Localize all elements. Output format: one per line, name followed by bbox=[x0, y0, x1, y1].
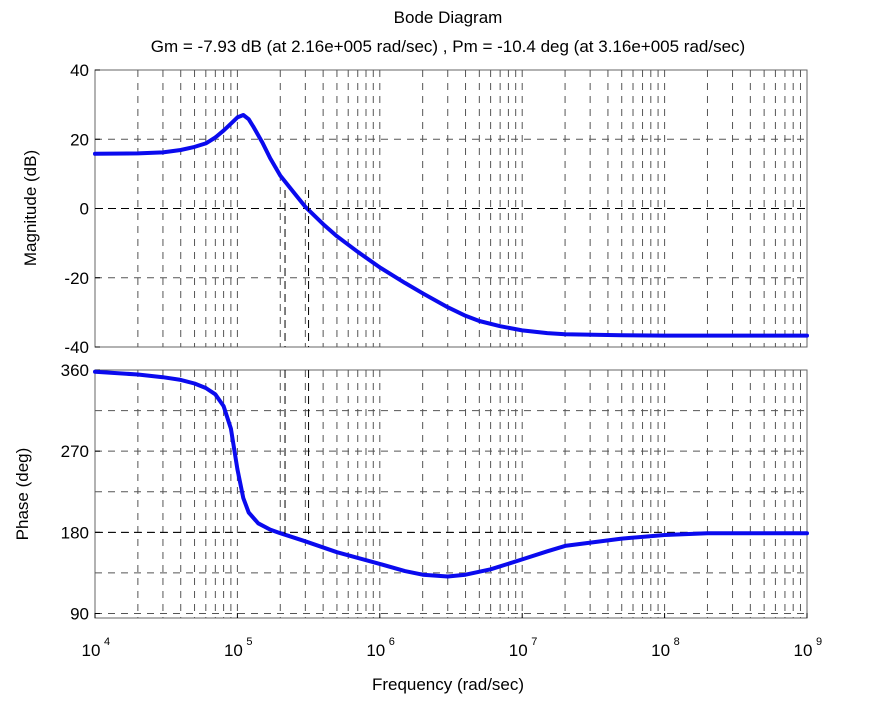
x-tick-exponent: 8 bbox=[674, 636, 680, 648]
y-tick-label: 20 bbox=[70, 130, 89, 149]
x-tick-exponent: 9 bbox=[816, 636, 822, 648]
frequency-tick-labels: 10 4 10 5 10 6 10 7 10 8 10 9 bbox=[82, 613, 822, 660]
x-tick-exponent: 4 bbox=[104, 636, 110, 648]
series-line bbox=[93, 369, 809, 579]
phase-series bbox=[93, 369, 809, 579]
y-tick-label: 270 bbox=[61, 442, 89, 461]
x-tick-exponent: 6 bbox=[389, 636, 395, 648]
phase-panel: 90 180 270 360 Phase (deg) bbox=[13, 361, 809, 623]
y-tick-label: -20 bbox=[64, 269, 89, 288]
phase-plot-frame bbox=[94, 369, 808, 619]
x-tick-exponent: 7 bbox=[531, 636, 537, 648]
magnitude-axis-label: Magnitude (dB) bbox=[21, 150, 40, 266]
y-tick-label: 180 bbox=[61, 523, 89, 542]
margin-marker-lines bbox=[284, 190, 310, 535]
x-tick-label: 10 bbox=[509, 641, 528, 660]
x-tick-label: 10 bbox=[366, 641, 385, 660]
chart-subtitle: Gm = -7.93 dB (at 2.16e+005 rad/sec) , P… bbox=[151, 37, 745, 56]
phase-y-ticks: 90 180 270 360 bbox=[61, 361, 100, 623]
phase-axis-label: Phase (deg) bbox=[13, 448, 32, 541]
phase-grid bbox=[95, 370, 807, 618]
chart-title: Bode Diagram bbox=[394, 8, 503, 27]
magnitude-series bbox=[93, 113, 809, 338]
x-axis-label: Frequency (rad/sec) bbox=[372, 675, 524, 694]
x-tick-exponent: 5 bbox=[246, 636, 252, 648]
y-tick-label: 0 bbox=[80, 200, 89, 219]
series-line bbox=[93, 113, 809, 338]
x-tick-label: 10 bbox=[224, 641, 243, 660]
y-tick-label: -40 bbox=[64, 338, 89, 357]
x-tick-label: 10 bbox=[794, 641, 813, 660]
y-tick-label: 40 bbox=[70, 61, 89, 80]
x-tick-label: 10 bbox=[651, 641, 670, 660]
magnitude-panel: -40 -20 0 20 40 Magnitude (dB) bbox=[21, 61, 809, 357]
y-tick-label: 90 bbox=[70, 604, 89, 623]
magnitude-y-ticks: -40 -20 0 20 40 bbox=[64, 61, 100, 357]
x-tick-label: 10 bbox=[82, 641, 101, 660]
y-tick-label: 360 bbox=[61, 361, 89, 380]
